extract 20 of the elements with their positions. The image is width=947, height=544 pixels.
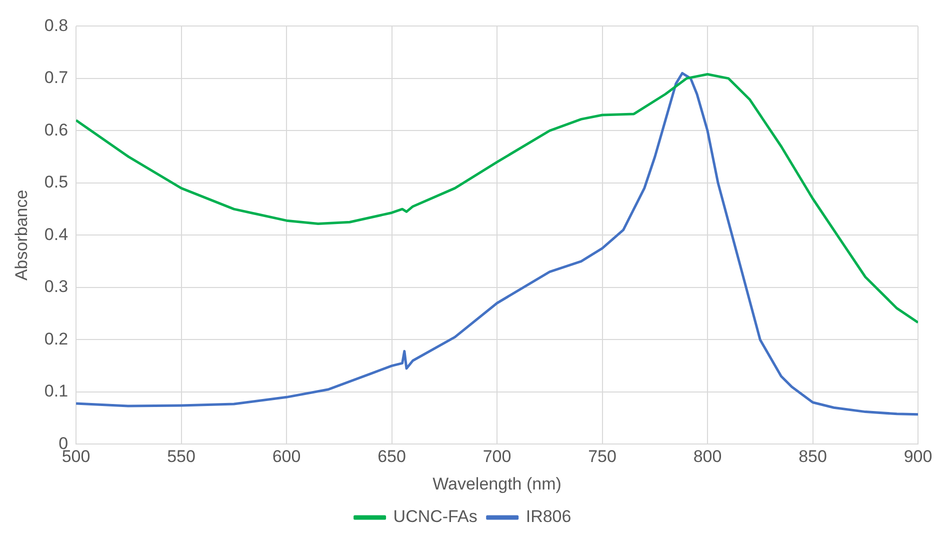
y-tick-label: 0.2: [44, 329, 68, 348]
legend-label: UCNC-FAs: [393, 507, 478, 526]
y-tick-label: 0.4: [44, 224, 68, 244]
x-tick-label: 900: [904, 447, 932, 466]
x-tick-label: 600: [272, 447, 301, 466]
x-tick-label: 550: [167, 447, 196, 466]
x-tick-label: 700: [482, 447, 512, 466]
x-tick-label: 850: [798, 447, 827, 466]
legend-label: IR806: [526, 507, 572, 526]
y-tick-label: 0.1: [44, 382, 68, 401]
y-tick-label: 0.8: [44, 16, 68, 35]
y-tick-label: 0.3: [44, 277, 68, 296]
y-axis-title: Absorbance: [12, 190, 31, 281]
x-tick-label: 650: [378, 447, 406, 466]
x-axis-title: Wavelength (nm): [432, 474, 562, 494]
y-tick-label: 0.6: [44, 120, 68, 140]
x-tick-label: 800: [693, 447, 722, 466]
x-tick-label: 750: [588, 447, 616, 466]
y-tick-label: 0.5: [44, 172, 68, 192]
y-tick-label: 0.7: [44, 68, 68, 88]
